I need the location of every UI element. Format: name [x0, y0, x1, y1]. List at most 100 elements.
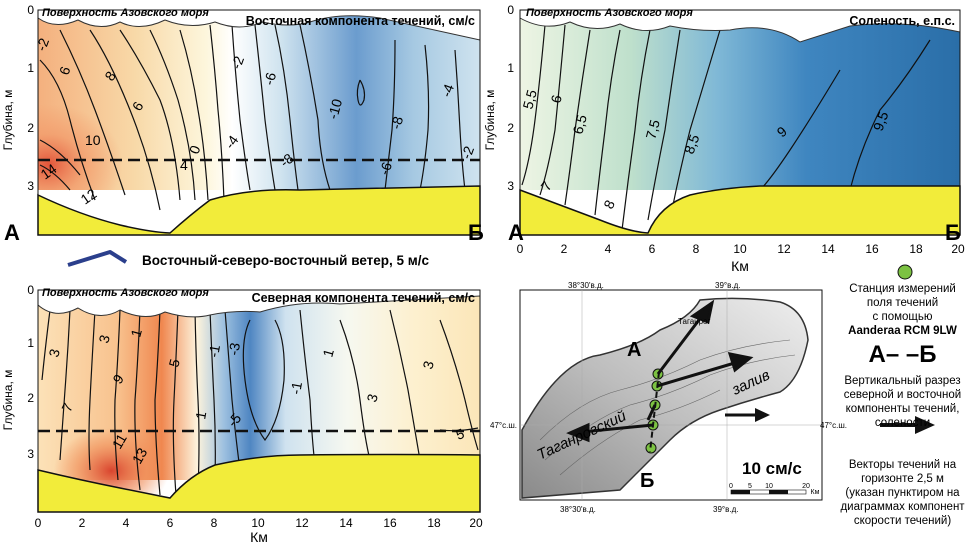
wind-label: Восточный-северо-восточный ветер, 5 м/с [142, 253, 430, 268]
north-contour-label: -1 [205, 343, 223, 358]
east-contour-label: -6 [376, 160, 395, 177]
east-contour-label: -2 [228, 54, 247, 71]
salinity-xtick: 0 [517, 242, 524, 256]
east-contour-label: -6 [260, 70, 279, 86]
north-ytick: 0 [27, 283, 34, 297]
north-contour-label: 3 [363, 392, 381, 404]
north-xtick: 8 [211, 516, 218, 530]
north-contour-label: -1 [287, 380, 305, 395]
salinity-xtick: 4 [605, 242, 612, 256]
salinity-xtick: 20 [951, 242, 965, 256]
map-gulf-label-1: Таганрогский [535, 407, 630, 463]
map-km-scale [730, 489, 807, 495]
map-city-label: Таганрог [678, 317, 710, 326]
salinity-contour-label: 9,5 [870, 109, 892, 133]
salinity-ylabel: Глубина, м [483, 90, 497, 151]
map-km-unit: Км [811, 489, 820, 496]
east-contour-label: 14 [38, 160, 60, 182]
wind-direction-icon [67, 250, 128, 267]
east-contour-label: -2 [33, 36, 52, 53]
east-ytick: 2 [27, 121, 34, 135]
panel-salinity [519, 9, 961, 236]
map-km-tick: 5 [748, 483, 752, 490]
north-contour-label: 3 [419, 359, 437, 371]
map-scale-label: 10 см/с [742, 459, 802, 478]
east-contour-label: 12 [78, 185, 100, 207]
salinity-ytick: 0 [507, 3, 514, 17]
east-end-label: Б [468, 220, 484, 245]
east-panel-title: Восточная компонента течений, см/с [246, 14, 475, 28]
station-legend-icon [897, 264, 913, 280]
east-contour-label: -8 [277, 150, 297, 170]
map-lon-bottom-right: 39°в.д. [713, 505, 738, 514]
east-contour-label: 6 [56, 64, 74, 77]
north-xtick: 12 [295, 516, 309, 530]
scale-vector-icon [725, 408, 770, 422]
north-ytick: 1 [27, 336, 34, 350]
salinity-ytick: 2 [507, 121, 514, 135]
current-vectors [566, 299, 754, 443]
map-lat-right: 47°с.ш. [820, 421, 847, 430]
salinity-xtick: 14 [821, 242, 835, 256]
device-name: Aanderaa RCM 9LW [848, 325, 957, 337]
east-contour-label: -4 [221, 132, 241, 152]
map-lat-left: 47°с.ш. [490, 421, 517, 430]
salinity-xtick: 6 [649, 242, 656, 256]
map-km-tick: 10 [765, 483, 773, 490]
salinity-xtick: 16 [865, 242, 879, 256]
north-xtick: 0 [35, 516, 42, 530]
north-contour-label: -5 [224, 410, 244, 430]
east-contour-label: -4 [438, 82, 457, 99]
salinity-xtick: 18 [909, 242, 923, 256]
map-km-tick: 20 [802, 483, 810, 490]
salinity-contour-label: 6 [547, 93, 565, 105]
east-surface-label: Поверхность Азовского моря [42, 7, 209, 19]
east-ytick: 3 [27, 179, 34, 193]
north-xticks: 0 2 4 6 8 10 12 14 16 18 20 [35, 516, 483, 530]
north-contour-label: 9 [109, 371, 127, 387]
salinity-xticks: 0 2 4 6 8 10 12 14 16 18 20 [517, 242, 965, 256]
east-contour-label: 0 [186, 143, 204, 156]
north-contour-label: -3 [225, 341, 243, 356]
north-contour-label: 5 [454, 425, 467, 443]
north-contour-label: 3 [95, 333, 113, 345]
map-taganrog-gulf [519, 289, 823, 501]
section-legend-text: Вертикальный разрез северной и восточной… [843, 375, 962, 429]
salinity-contour-label: 7,5 [642, 118, 663, 141]
east-ytick: 1 [27, 61, 34, 75]
north-xlabel: Км [250, 529, 268, 545]
salinity-contour-label: 5,5 [519, 88, 540, 111]
north-contour-label: 13 [129, 445, 151, 467]
north-xtick: 4 [123, 516, 130, 530]
north-ytick: 2 [27, 391, 34, 405]
salinity-end-label: Б [945, 220, 961, 245]
map-lon-bottom-left: 38°30'в.д. [560, 505, 596, 514]
north-contour-label: 1 [127, 327, 145, 339]
panel-north [37, 289, 481, 513]
north-contour-label: 1 [319, 347, 337, 359]
map-lon-top-left: 38°30'в.д. [568, 281, 604, 290]
map-point-b: Б [640, 470, 654, 492]
north-xtick: 18 [427, 516, 441, 530]
map-lon-top-right: 39°в.д. [715, 281, 740, 290]
map-gulf-label-2: залив [729, 366, 773, 399]
vector-legend-text: Векторы течений на горизонте 2,5 м (указ… [840, 459, 965, 527]
salinity-xtick: 2 [561, 242, 568, 256]
station-legend-text: Станция измерений поля течений с помощью… [830, 282, 975, 338]
east-contour-label: 10 [85, 132, 101, 148]
north-ytick: 3 [27, 447, 34, 461]
east-start-label: А [4, 220, 20, 245]
section-legend-label: А– –Б [868, 341, 937, 368]
map-km-tick: 0 [729, 483, 733, 490]
salinity-contour-label: 8 [600, 197, 618, 211]
east-contour-label: 4 [180, 157, 188, 173]
north-contour-label: 11 [109, 431, 130, 452]
salinity-ytick: 1 [507, 61, 514, 75]
east-contour-label: -2 [458, 144, 477, 161]
salinity-contour-label: 7 [537, 178, 555, 194]
north-xtick: 16 [383, 516, 397, 530]
north-ylabel: Глубина, м [1, 370, 15, 431]
north-surface-label: Поверхность Азовского моря [42, 287, 209, 299]
east-ylabel: Глубина, м [1, 90, 15, 151]
